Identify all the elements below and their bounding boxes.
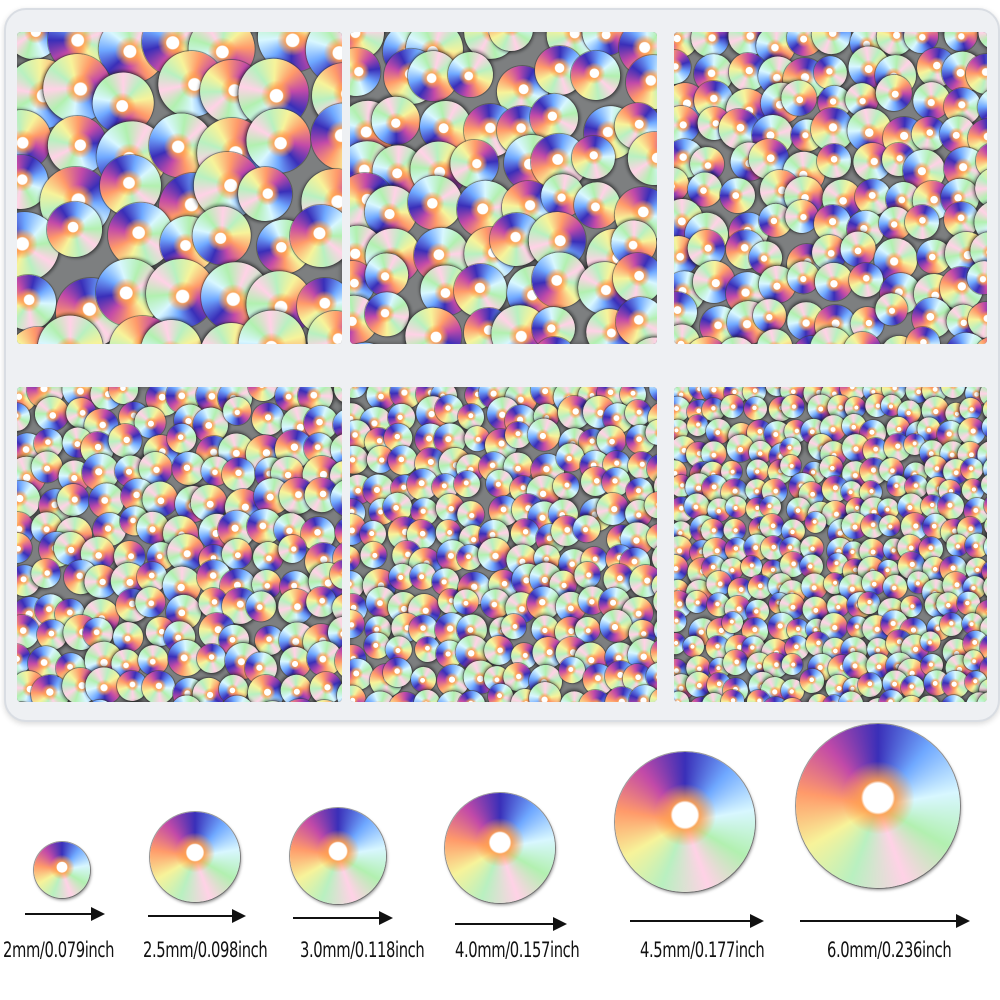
sample-gem-2mm [34,842,90,898]
arrow-3mm [293,911,393,925]
compartment-bottom-right [674,387,987,702]
compartment-top-right [674,32,987,344]
rhinestone [357,538,391,572]
rhinestone [371,96,422,146]
arrow-4.5mm [630,914,764,928]
compartment-bottom-left [17,387,342,702]
rhinestone [975,143,987,179]
sample-gem-3mm [290,808,386,904]
size-label-4mm: 4.0mm/0.157inch [455,938,580,962]
rhinestone [350,445,368,474]
arrow-4mm [455,917,567,931]
size-label-6mm: 6.0mm/0.236inch [827,938,952,962]
rhinestone [706,635,730,659]
sample-gem-4mm [445,793,555,903]
size-label-2mm: 2mm/0.079inch [3,938,115,962]
rhinestone [277,534,307,564]
rhinestone [350,44,384,100]
rhinestone [221,457,256,492]
rhinestone [332,541,342,577]
size-label-3mm: 3.0mm/0.118inch [300,938,425,962]
rhinestone [840,231,877,268]
compartment-bottom-middle [350,387,657,702]
rhinestone [719,178,755,214]
arrow-2.5mm [148,909,246,923]
rhinestone [815,263,854,302]
arrow-2mm [25,907,105,921]
sample-gem-2.5mm [150,812,240,902]
sample-gem-4.5mm [615,752,755,892]
rhinestone [500,613,527,640]
rhinestone [573,561,602,590]
sample-gem-6mm [796,724,960,888]
size-label-2.5mm: 2.5mm/0.098inch [143,938,268,962]
size-label-4.5mm: 4.5mm/0.177inch [640,938,765,962]
compartment-top-left [17,32,342,344]
arrow-6mm [800,914,970,928]
rhinestone [781,653,804,675]
compartment-top-middle [350,32,657,344]
storage-box [4,8,1000,722]
